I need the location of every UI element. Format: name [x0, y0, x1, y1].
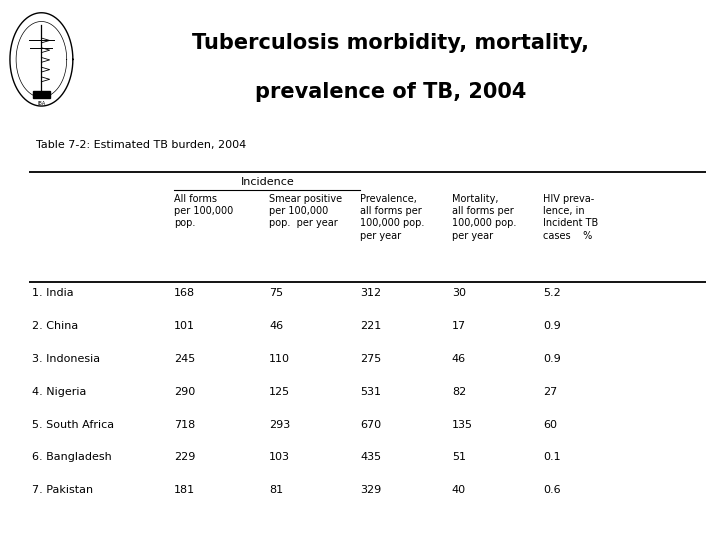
- Text: 0.9: 0.9: [543, 321, 561, 331]
- Text: 30: 30: [452, 288, 466, 299]
- Text: 6. Bangladesh: 6. Bangladesh: [32, 453, 112, 462]
- Text: 181: 181: [174, 485, 195, 495]
- Text: 290: 290: [174, 387, 196, 397]
- Text: 27: 27: [543, 387, 557, 397]
- Text: 293: 293: [269, 420, 290, 429]
- Text: IBA: IBA: [37, 101, 45, 106]
- Text: 245: 245: [174, 354, 196, 364]
- Text: 1. India: 1. India: [32, 288, 74, 299]
- Text: 0.6: 0.6: [543, 485, 561, 495]
- Text: Smear positive
per 100,000
pop.  per year: Smear positive per 100,000 pop. per year: [269, 193, 342, 228]
- Text: Mortality,
all forms per
100,000 pop.
per year: Mortality, all forms per 100,000 pop. pe…: [452, 193, 516, 241]
- Text: 168: 168: [174, 288, 195, 299]
- Text: All forms
per 100,000
pop.: All forms per 100,000 pop.: [174, 193, 233, 228]
- Text: 17: 17: [452, 321, 466, 331]
- Text: 103: 103: [269, 453, 290, 462]
- Text: 51: 51: [452, 453, 466, 462]
- Text: 5.2: 5.2: [543, 288, 561, 299]
- Text: 81: 81: [269, 485, 283, 495]
- Text: 110: 110: [269, 354, 290, 364]
- Text: 7. Pakistan: 7. Pakistan: [32, 485, 94, 495]
- Text: 670: 670: [361, 420, 382, 429]
- Text: Incidence: Incidence: [240, 177, 294, 186]
- Text: Tuberculosis morbidity, mortality,: Tuberculosis morbidity, mortality,: [192, 33, 589, 53]
- Text: HIV preva-
lence, in
Incident TB
cases    %: HIV preva- lence, in Incident TB cases %: [543, 193, 598, 241]
- Text: 0.1: 0.1: [543, 453, 561, 462]
- Text: 135: 135: [452, 420, 473, 429]
- Text: 5. South Africa: 5. South Africa: [32, 420, 114, 429]
- Text: Prevalence,
all forms per
100,000 pop.
per year: Prevalence, all forms per 100,000 pop. p…: [361, 193, 425, 241]
- Text: 718: 718: [174, 420, 196, 429]
- Text: 2. China: 2. China: [32, 321, 78, 331]
- Text: 221: 221: [361, 321, 382, 331]
- Text: 46: 46: [269, 321, 283, 331]
- Bar: [33, 91, 50, 98]
- Text: 329: 329: [361, 485, 382, 495]
- Text: 4. Nigeria: 4. Nigeria: [32, 387, 86, 397]
- Text: 60: 60: [543, 420, 557, 429]
- Text: 40: 40: [452, 485, 466, 495]
- Text: 531: 531: [361, 387, 382, 397]
- Text: 101: 101: [174, 321, 195, 331]
- Text: 46: 46: [452, 354, 466, 364]
- Text: 75: 75: [269, 288, 283, 299]
- Text: 125: 125: [269, 387, 290, 397]
- Text: Table 7-2: Estimated TB burden, 2004: Table 7-2: Estimated TB burden, 2004: [35, 140, 246, 150]
- Text: 312: 312: [361, 288, 382, 299]
- Text: 82: 82: [452, 387, 466, 397]
- Text: 229: 229: [174, 453, 196, 462]
- Text: 275: 275: [361, 354, 382, 364]
- Text: 435: 435: [361, 453, 382, 462]
- Text: prevalence of TB, 2004: prevalence of TB, 2004: [255, 82, 526, 102]
- Text: 0.9: 0.9: [543, 354, 561, 364]
- Text: 3. Indonesia: 3. Indonesia: [32, 354, 100, 364]
